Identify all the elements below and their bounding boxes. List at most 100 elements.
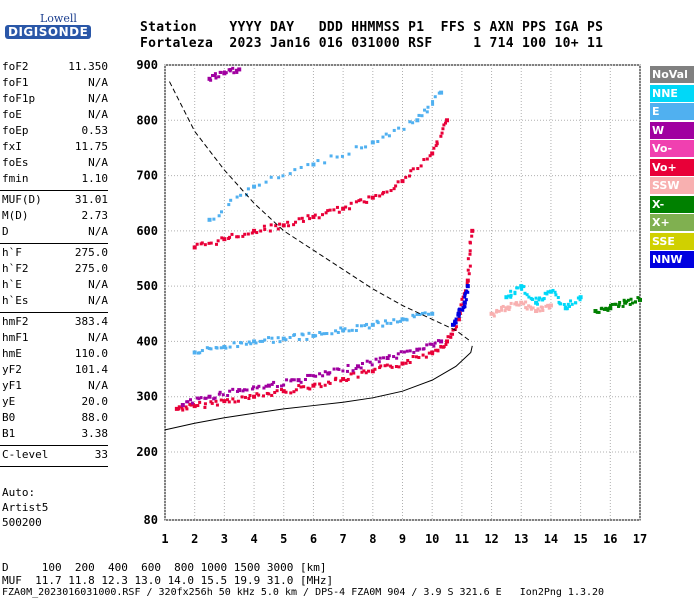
echo-point: [346, 363, 350, 367]
echo-point: [411, 121, 415, 125]
param-name: M(D): [2, 209, 29, 222]
echo-point: [563, 306, 568, 311]
echo-point: [235, 195, 239, 199]
echo-point: [543, 291, 547, 295]
param-value: 11.75: [74, 140, 108, 153]
echo-point: [629, 297, 633, 301]
legend-item: Vo-: [650, 140, 694, 157]
echo-point: [507, 294, 511, 298]
echo-point: [378, 194, 382, 198]
echo-point: [379, 364, 383, 368]
echo-point: [408, 349, 412, 353]
echo-point: [509, 293, 513, 297]
echo-point: [420, 114, 424, 118]
echo-point: [203, 243, 207, 247]
echo-point: [268, 229, 272, 233]
param-row: MUF(D) 31.01: [2, 193, 108, 207]
echo-point: [370, 195, 375, 200]
param-name: hmE: [2, 347, 22, 360]
echo-point: [400, 179, 405, 184]
echo-point: [276, 227, 280, 231]
echo-point: [198, 351, 202, 355]
echo-point: [567, 304, 571, 308]
echo-point: [531, 306, 535, 310]
echo-point: [453, 319, 457, 323]
param-row: yF1 N/A: [2, 379, 108, 393]
echo-point: [408, 174, 412, 178]
echo-point: [210, 401, 214, 405]
echo-point: [296, 378, 301, 383]
echo-point: [367, 369, 371, 373]
echo-point: [451, 332, 455, 336]
echo-point: [392, 355, 396, 359]
echo-point: [198, 400, 202, 404]
echo-point: [519, 284, 524, 289]
echo-point: [293, 168, 297, 172]
echo-point: [376, 321, 380, 325]
echo-point: [576, 296, 580, 300]
param-row: fmin 1.10: [2, 172, 108, 186]
header-row-2: Fortaleza 2023 Jan16 016 031000 RSF 1 71…: [140, 36, 604, 51]
echo-point: [341, 328, 346, 333]
param-value: 275.0: [74, 262, 108, 275]
echo-point: [565, 307, 569, 311]
param-name: foEp: [2, 124, 29, 137]
echo-point: [457, 314, 461, 318]
echo-point: [337, 210, 341, 214]
muf-curve: [169, 81, 472, 342]
echo-point: [213, 72, 217, 76]
x-tick-label: 8: [369, 532, 376, 546]
echo-point: [254, 341, 258, 345]
echo-point: [252, 228, 257, 233]
echo-point: [332, 208, 336, 212]
echo-point: [517, 303, 521, 307]
echo-point: [352, 371, 356, 375]
param-value: N/A: [88, 76, 108, 89]
echo-point: [364, 371, 368, 375]
echo-point: [423, 311, 427, 315]
echo-point: [219, 210, 223, 214]
echo-point: [378, 356, 382, 360]
echo-point: [351, 369, 355, 373]
param-name: h`F: [2, 246, 22, 259]
echo-point: [236, 399, 240, 403]
echo-point: [383, 319, 387, 323]
echo-point: [192, 404, 197, 409]
echo-point: [188, 398, 192, 402]
echo-point: [344, 205, 348, 209]
y-tick-label: 80: [144, 513, 158, 527]
echo-point: [444, 343, 448, 347]
echo-point: [354, 367, 358, 371]
echo-point: [460, 308, 464, 312]
echo-point: [204, 396, 208, 400]
y-tick-label: 500: [136, 279, 158, 293]
echo-point: [545, 292, 549, 296]
echo-point: [434, 144, 438, 148]
echo-point: [523, 291, 527, 295]
ionogram-chart: 1 2 3 4 5 6 7 8 9 10 11 12 13 14 15 16 17 80200300400500…: [136, 58, 647, 546]
echo-point: [244, 342, 248, 346]
echo-point: [347, 152, 351, 156]
echo-point: [465, 284, 470, 289]
echo-point: [293, 333, 297, 337]
echo-point: [385, 363, 389, 367]
param-row: h`F2 275.0: [2, 262, 108, 276]
profile-curves: [164, 81, 473, 431]
echo-point: [271, 340, 275, 344]
echo-point: [227, 400, 231, 404]
param-value: N/A: [88, 278, 108, 291]
legend-item: SSW: [650, 177, 694, 194]
echo-point: [299, 385, 303, 389]
echo-point: [593, 309, 598, 314]
echo-point: [628, 302, 632, 306]
echo-point: [433, 341, 437, 345]
echo-point: [348, 207, 352, 211]
echo-point: [370, 140, 375, 145]
echo-point: [613, 302, 617, 306]
echo-point: [214, 399, 218, 403]
echo-point: [617, 303, 621, 307]
parameter-panel: foF2 11.350 foF1 N/A foF1p N/A foE N/A foEp 0.53 f…: [0, 0, 110, 540]
echo-point: [470, 228, 475, 233]
echo-point: [328, 381, 332, 385]
param-row: foEp 0.53: [2, 124, 108, 138]
